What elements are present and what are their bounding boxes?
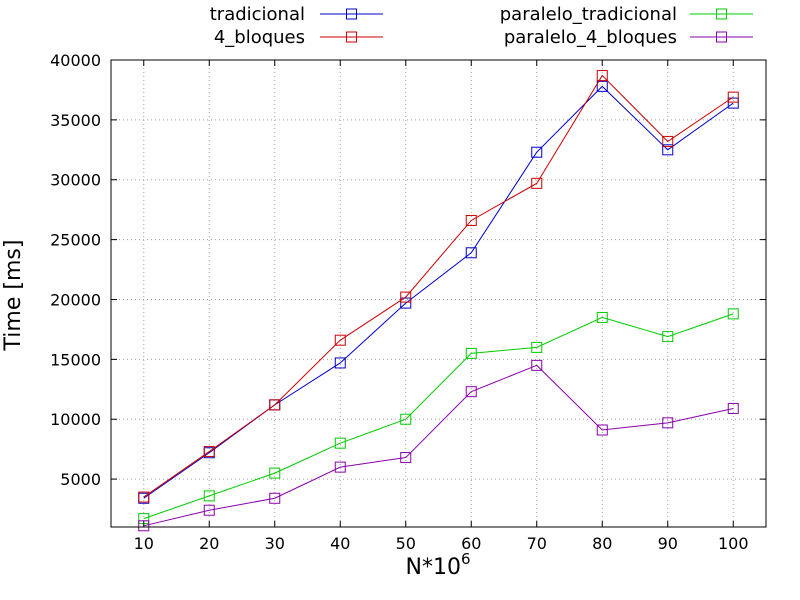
x-axis-title-superscript: 6	[461, 550, 471, 568]
data-point	[400, 413, 412, 425]
legend-label: paralelo_tradicional	[500, 4, 677, 25]
legend-marker	[346, 31, 357, 43]
data-point	[203, 504, 215, 516]
series-paralelo_4_bloques	[138, 359, 739, 532]
series-paralelo_tradicional	[138, 308, 739, 525]
x-tick-label: 30	[265, 534, 285, 553]
data-point	[334, 334, 346, 346]
series-layer	[138, 70, 739, 532]
data-point	[727, 402, 739, 414]
legend-label: tradicional	[210, 4, 305, 25]
x-tick-label: 70	[527, 534, 547, 553]
data-point	[662, 417, 674, 429]
x-tick-label: 10	[134, 534, 154, 553]
data-point	[662, 331, 674, 343]
y-tick-label: 5000	[60, 470, 101, 489]
y-tick-label: 30000	[50, 171, 101, 190]
series-4_bloques	[138, 70, 739, 503]
legend-item-paralelo_tradicional: paralelo_tradicional	[500, 4, 753, 25]
y-tick-label: 40000	[50, 51, 101, 70]
data-point	[400, 297, 412, 309]
series-line	[143, 85, 734, 499]
x-axis-title: N*106	[406, 550, 471, 580]
legend-marker	[716, 31, 727, 43]
data-point	[334, 437, 346, 449]
legend-marker	[346, 8, 357, 20]
data-point	[465, 214, 477, 226]
x-tick-label: 20	[199, 534, 219, 553]
data-point	[400, 291, 412, 303]
y-tick-label: 10000	[50, 410, 101, 429]
data-point	[531, 146, 543, 158]
y-tick-label: 25000	[50, 231, 101, 250]
x-axis-title-text: N*10	[406, 555, 461, 580]
x-tick-label: 100	[718, 534, 749, 553]
x-tick-label: 50	[396, 534, 416, 553]
x-tick-label: 90	[658, 534, 678, 553]
y-tick-label: 20000	[50, 290, 101, 309]
y-axis-title: Time [ms]	[1, 240, 26, 352]
tick-labels: 10 20 30 40 50 60 70 80 90 100 5000 10000 15000 20000…	[50, 51, 748, 553]
data-point	[138, 491, 150, 503]
data-point	[269, 399, 281, 411]
data-point	[531, 177, 543, 189]
data-point	[596, 80, 608, 92]
data-point	[662, 135, 674, 147]
data-point	[465, 247, 477, 259]
series-line	[143, 364, 734, 527]
y-tick-label: 15000	[50, 350, 101, 369]
data-point	[203, 490, 215, 502]
series-line	[143, 74, 734, 498]
data-point	[465, 347, 477, 359]
series-line	[143, 313, 734, 520]
data-point	[269, 492, 281, 504]
data-point	[662, 144, 674, 156]
y-tick-label: 35000	[50, 111, 101, 130]
legend-item-tradicional: tradicional	[210, 4, 383, 25]
data-point	[596, 424, 608, 436]
data-point	[531, 341, 543, 353]
x-tick-label: 40	[330, 534, 350, 553]
data-point	[203, 446, 215, 458]
legend-label: paralelo_4_bloques	[504, 27, 677, 48]
data-point	[138, 520, 150, 532]
data-point	[596, 70, 608, 82]
legend-item-paralelo_4_bloques: paralelo_4_bloques	[504, 27, 753, 48]
legend-item-4_bloques: 4_bloques	[214, 27, 383, 48]
legend-label: 4_bloques	[214, 27, 305, 48]
data-point	[334, 357, 346, 369]
data-point	[531, 359, 543, 371]
legend-marker	[716, 8, 727, 20]
series-tradicional	[138, 80, 739, 504]
data-point	[727, 97, 739, 109]
axis-ticks	[111, 59, 766, 527]
data-point	[400, 452, 412, 464]
x-tick-label: 60	[461, 534, 481, 553]
data-point	[727, 91, 739, 103]
x-tick-label: 80	[592, 534, 612, 553]
data-point	[596, 311, 608, 323]
data-point	[727, 308, 739, 320]
plot-frame	[110, 59, 767, 528]
data-point	[334, 461, 346, 473]
data-point	[465, 386, 477, 398]
data-point	[269, 467, 281, 479]
